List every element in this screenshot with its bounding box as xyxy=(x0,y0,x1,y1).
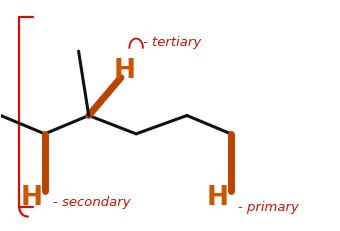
Text: H: H xyxy=(206,185,228,211)
Text: - secondary: - secondary xyxy=(53,196,131,209)
Text: H: H xyxy=(20,185,42,211)
Text: H: H xyxy=(113,58,135,84)
Text: - primary: - primary xyxy=(238,201,299,214)
Text: - tertiary: - tertiary xyxy=(143,36,201,49)
